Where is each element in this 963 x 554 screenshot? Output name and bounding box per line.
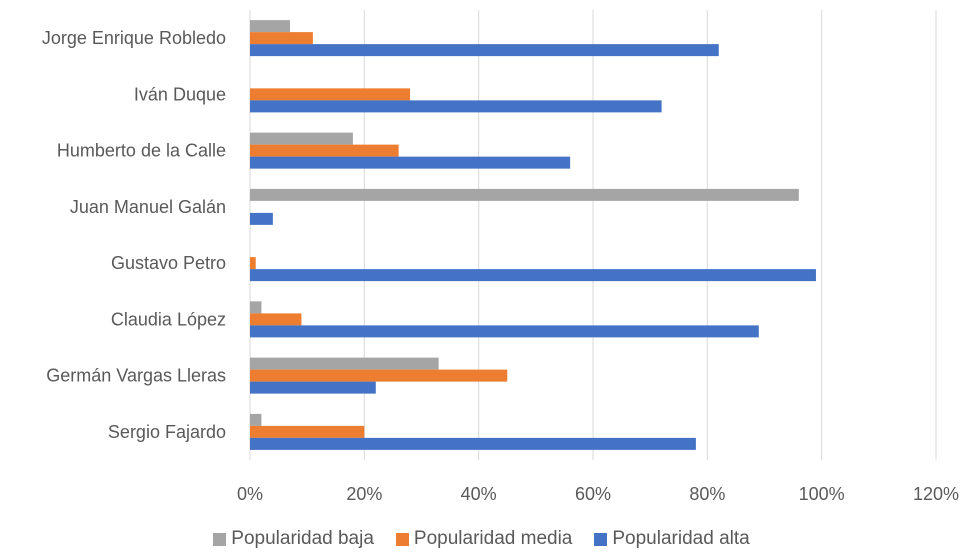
x-tick-label: 40% bbox=[461, 484, 497, 504]
legend-label-alta: Popularidad alta bbox=[612, 528, 750, 549]
bar-popularidad-media bbox=[250, 144, 399, 157]
category-label: Iván Duque bbox=[134, 84, 226, 104]
category-label: Humberto de la Calle bbox=[57, 141, 226, 161]
category-label: Gustavo Petro bbox=[111, 253, 226, 273]
legend-swatch-alta bbox=[594, 532, 608, 546]
bar-popularidad-baja bbox=[250, 413, 262, 426]
x-tick-label: 60% bbox=[575, 484, 611, 504]
bar-popularidad-media bbox=[250, 32, 313, 45]
legend-swatch-baja bbox=[213, 532, 227, 546]
legend-swatch-media bbox=[395, 532, 409, 546]
bar-popularidad-baja bbox=[250, 132, 353, 145]
x-tick-label: 100% bbox=[799, 484, 845, 504]
bar-popularidad-media bbox=[250, 425, 365, 438]
category-label: Juan Manuel Galán bbox=[70, 197, 226, 217]
bar-popularidad-baja bbox=[250, 301, 262, 314]
legend-item-baja: Popularidad baja bbox=[213, 528, 374, 550]
bar-popularidad-media bbox=[250, 313, 302, 326]
bar-popularidad-baja bbox=[250, 357, 439, 370]
x-tick-label: 0% bbox=[237, 484, 263, 504]
bar-popularidad-media bbox=[250, 369, 508, 382]
legend-item-alta: Popularidad alta bbox=[594, 528, 750, 550]
bar-popularidad-alta bbox=[250, 156, 571, 169]
bar-popularidad-alta bbox=[250, 381, 376, 394]
legend-label-baja: Popularidad baja bbox=[231, 528, 374, 549]
legend-item-media: Popularidad media bbox=[395, 528, 573, 550]
x-tick-label: 20% bbox=[346, 484, 382, 504]
category-label: Sergio Fajardo bbox=[108, 422, 226, 442]
category-label: Claudia López bbox=[111, 309, 226, 329]
legend-label-media: Popularidad media bbox=[413, 528, 573, 549]
x-tick-label: 120% bbox=[913, 484, 959, 504]
bar-popularidad-alta bbox=[250, 437, 696, 450]
bar-popularidad-alta bbox=[250, 100, 662, 113]
x-axis-tick-labels: 0% 20% 40% 60% 80% 100% 120% bbox=[237, 484, 959, 504]
grid-layer bbox=[249, 10, 937, 460]
bar-popularidad-alta bbox=[250, 269, 816, 282]
bar-popularidad-alta bbox=[250, 44, 719, 57]
bar-popularidad-media bbox=[250, 88, 411, 101]
bar-popularidad-alta bbox=[250, 325, 759, 338]
bar-popularidad-alta bbox=[250, 212, 273, 225]
popularity-bar-chart: Jorge Enrique Robledo Iván Duque Humberto … bbox=[42, 10, 959, 504]
bar-popularidad-media bbox=[250, 257, 256, 270]
x-tick-label: 80% bbox=[689, 484, 725, 504]
bars-layer bbox=[250, 20, 816, 450]
chart-legend: Popularidad baja Popularidad media Popul… bbox=[0, 524, 963, 554]
category-label: Jorge Enrique Robledo bbox=[42, 28, 226, 48]
bar-popularidad-baja bbox=[250, 188, 799, 201]
category-labels: Jorge Enrique Robledo Iván Duque Humberto … bbox=[42, 28, 226, 442]
bar-popularidad-baja bbox=[250, 20, 291, 33]
category-label: Germán Vargas Lleras bbox=[46, 366, 226, 386]
